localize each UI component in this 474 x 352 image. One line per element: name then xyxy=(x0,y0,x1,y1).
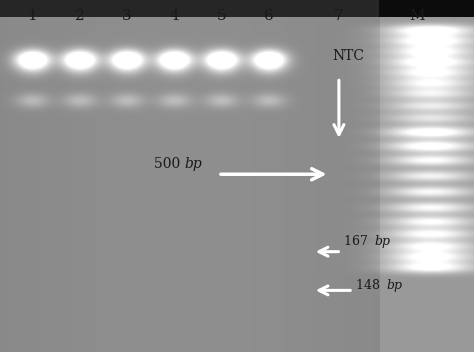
Text: bp: bp xyxy=(185,157,202,171)
Text: 7: 7 xyxy=(334,9,344,23)
Text: 5: 5 xyxy=(217,9,227,23)
Text: 4: 4 xyxy=(170,9,179,23)
Text: 500: 500 xyxy=(154,157,185,171)
Text: 3: 3 xyxy=(122,9,132,23)
Text: 148: 148 xyxy=(356,279,383,291)
Text: bp: bp xyxy=(374,235,391,247)
Text: bp: bp xyxy=(386,279,402,291)
Text: 6: 6 xyxy=(264,9,274,23)
Text: 167: 167 xyxy=(344,235,372,247)
Text: 1: 1 xyxy=(27,9,37,23)
Text: 2: 2 xyxy=(75,9,84,23)
Text: M: M xyxy=(410,9,425,23)
Text: NTC: NTC xyxy=(332,49,365,63)
